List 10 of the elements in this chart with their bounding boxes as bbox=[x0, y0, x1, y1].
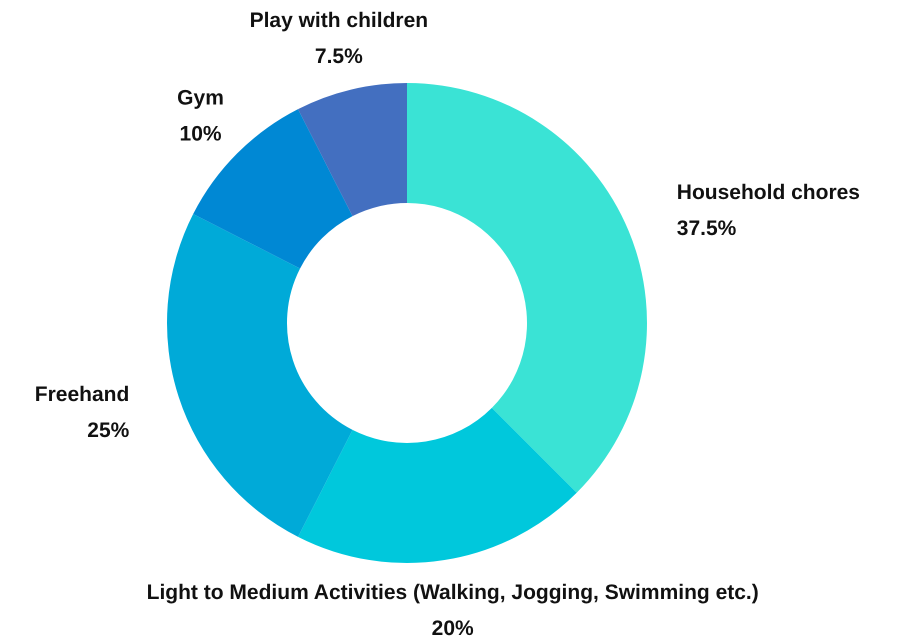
slice-label: Gym bbox=[177, 86, 224, 110]
slice-label: Light to Medium Activities (Walking, Jogging, Swimming etc.) bbox=[146, 581, 759, 604]
data-label: 37.5% bbox=[676, 217, 737, 240]
data-label: 7.5% bbox=[314, 44, 364, 68]
data-label: 25% bbox=[87, 419, 130, 442]
slice-label: Play with children bbox=[250, 8, 428, 32]
data-label: 20% bbox=[432, 617, 474, 640]
slice-label: Freehand bbox=[34, 383, 130, 406]
slice-label: Household chores bbox=[676, 181, 860, 204]
data-label: 10% bbox=[180, 122, 222, 146]
